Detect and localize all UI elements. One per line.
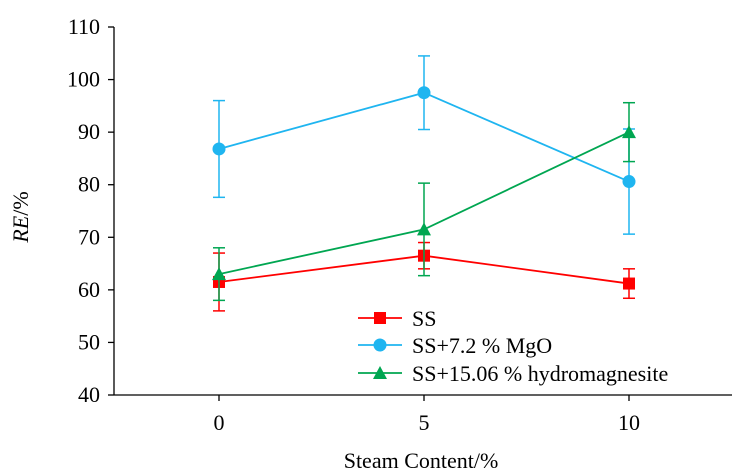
y-tick-label: 110 [68, 14, 100, 39]
x-axis: 0 5 10 [214, 395, 640, 435]
x-axis-title: Steam Content/% [344, 448, 499, 473]
y-tick-label: 100 [67, 67, 100, 92]
legend-label: SS+7.2 % MgO [412, 333, 552, 358]
y-tick-label: 50 [78, 329, 100, 354]
series-1 [212, 55, 636, 235]
y-tick-label: 90 [78, 119, 100, 144]
y-axis-title-italic: RE [8, 215, 33, 243]
x-tick-label: 0 [214, 410, 225, 435]
legend-marker [373, 366, 387, 379]
y-tick-label: 40 [78, 382, 100, 407]
y-tick-label: 70 [78, 224, 100, 249]
data-point [417, 86, 431, 100]
data-point [417, 222, 431, 236]
data-point [212, 142, 226, 156]
data-point [212, 267, 226, 281]
x-tick-label: 10 [618, 410, 640, 435]
data-point [622, 175, 636, 189]
y-tick-label: 80 [78, 172, 100, 197]
series-2 [212, 101, 636, 302]
legend-marker [373, 338, 387, 352]
y-axis-title: RE/% [8, 191, 33, 243]
legend-item: SS+7.2 % MgO [358, 333, 552, 358]
legend-item: SS [358, 306, 436, 331]
y-tick-label: 60 [78, 277, 100, 302]
series-group [212, 55, 636, 312]
legend-label: SS+15.06 % hydromagnesite [412, 361, 668, 386]
legend-label: SS [412, 306, 436, 331]
x-tick-label: 5 [419, 410, 430, 435]
data-point [622, 125, 636, 139]
data-point [623, 277, 635, 290]
legend-marker [374, 312, 386, 324]
y-axis-title-unit: /% [8, 191, 33, 215]
legend-item: SS+15.06 % hydromagnesite [358, 361, 668, 386]
y-axis: 40 50 60 70 80 90 100 110 [67, 14, 114, 407]
